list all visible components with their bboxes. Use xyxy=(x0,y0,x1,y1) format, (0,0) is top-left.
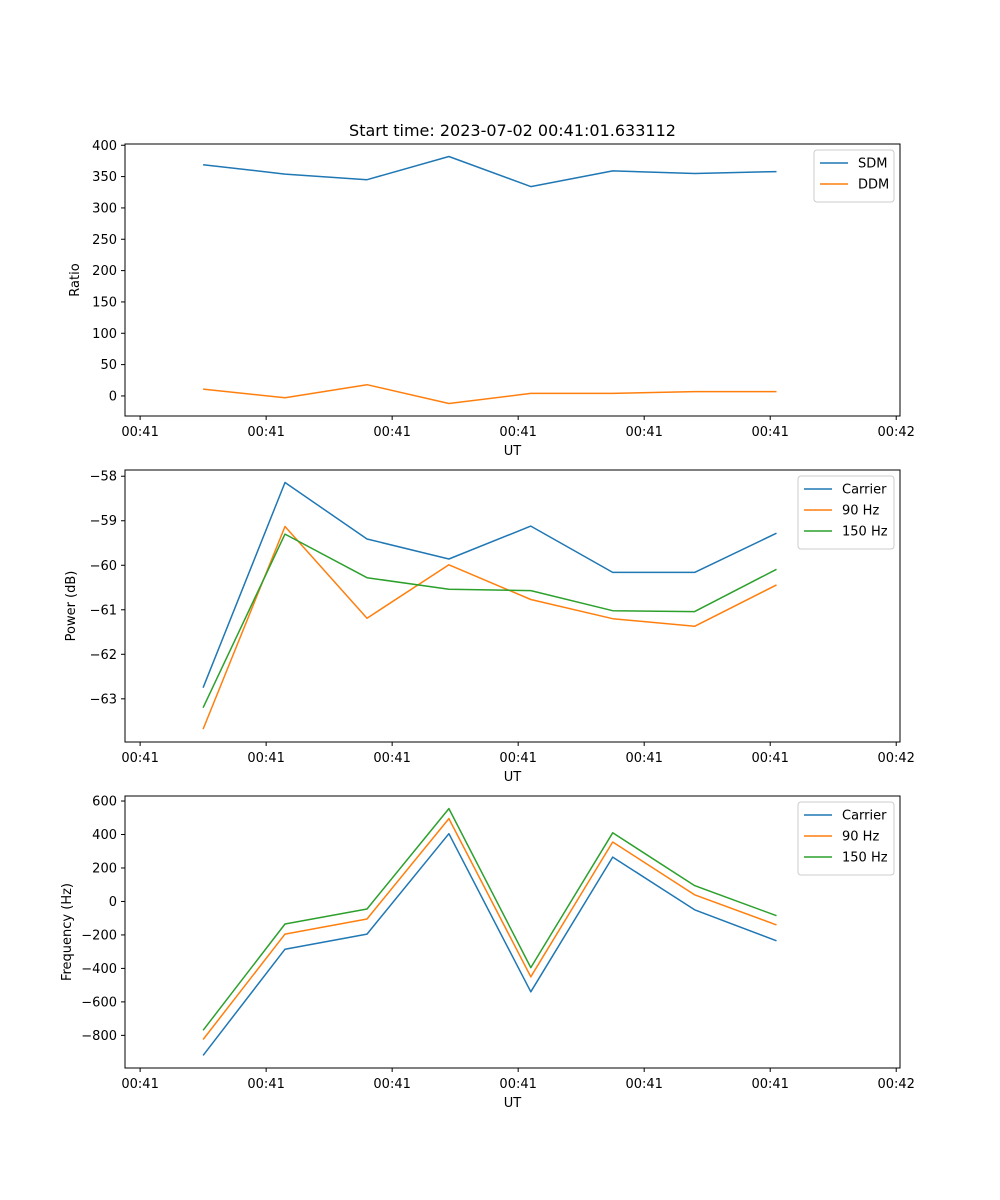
legend-entry: 150 Hz xyxy=(842,851,888,866)
x-tick-label: 00:41 xyxy=(499,425,536,440)
y-tick-label: 200 xyxy=(92,264,117,279)
x-tick-label: 00:41 xyxy=(751,425,788,440)
y-tick-label: 300 xyxy=(92,201,117,216)
y-tick-label: 50 xyxy=(100,358,117,373)
x-tick-label: 00:41 xyxy=(373,751,410,766)
series-line-carrier xyxy=(202,481,777,688)
legend-entry: 90 Hz xyxy=(842,830,879,845)
y-tick-label: −60 xyxy=(90,559,117,574)
y-tick-label: 400 xyxy=(92,139,117,154)
legend-entry: DDM xyxy=(858,178,889,193)
legend: Carrier 90 Hz 150 Hz xyxy=(797,475,895,550)
y-tick-label: −58 xyxy=(90,470,117,485)
series-line-90-hz xyxy=(202,817,777,1040)
x-tick-label: 00:41 xyxy=(499,751,536,766)
series-line-150-hz xyxy=(202,533,777,709)
x-tick-label: 00:41 xyxy=(121,1077,158,1092)
x-tick-label: 00:41 xyxy=(247,425,284,440)
y-tick-label: 150 xyxy=(92,295,117,310)
x-axis-label: UT xyxy=(504,1096,522,1111)
legend: Carrier 90 Hz 150 Hz xyxy=(797,801,895,876)
series-line-ddm xyxy=(203,383,777,405)
plot-frame xyxy=(124,469,901,743)
x-tick-label: 00:42 xyxy=(877,425,914,440)
y-axis-label: Frequency (Hz) xyxy=(60,883,75,981)
x-tick-label: 00:41 xyxy=(751,1077,788,1092)
y-tick-label: −61 xyxy=(90,603,117,618)
x-tick-label: 00:41 xyxy=(373,1077,410,1092)
chart-panel-2: 00:41 00:41 00:41 00:41 00:41 00:41 00:42 −63 −6… xyxy=(64,469,915,785)
x-tick-label: 00:41 xyxy=(499,1077,536,1092)
plot-frame xyxy=(124,795,901,1069)
y-tick-label: 250 xyxy=(92,233,117,248)
x-tick-label: 00:41 xyxy=(121,425,158,440)
x-tick-label: 00:41 xyxy=(373,425,410,440)
y-axis-label: Power (dB) xyxy=(64,571,79,642)
plot-frame xyxy=(124,143,901,417)
y-tick-label: −400 xyxy=(81,962,117,977)
x-tick-label: 00:41 xyxy=(247,1077,284,1092)
x-tick-label: 00:41 xyxy=(625,1077,662,1092)
y-tick-label: −63 xyxy=(90,692,117,707)
chart-title: Start time: 2023-07-02 00:41:01.633112 xyxy=(349,121,676,140)
x-tick-label: 00:42 xyxy=(877,1077,914,1092)
legend-entry: Carrier xyxy=(842,483,887,498)
series-line-150-hz xyxy=(202,807,777,1031)
legend-entry: SDM xyxy=(858,157,887,172)
y-axis-label: Ratio xyxy=(68,263,83,296)
chart-panel-1: 00:41 00:41 00:41 00:41 00:41 00:41 00:42 0 50 10… xyxy=(68,121,915,459)
legend: SDM DDM xyxy=(813,149,895,203)
y-tick-label: 100 xyxy=(92,327,117,342)
y-tick-label: −200 xyxy=(81,928,117,943)
chart-panel-3: 00:41 00:41 00:41 00:41 00:41 00:41 00:42 −800 −… xyxy=(60,795,915,1111)
y-tick-label: 350 xyxy=(92,170,117,185)
y-tick-label: 200 xyxy=(92,861,117,876)
series-line-90-hz xyxy=(202,525,777,730)
x-tick-label: 00:42 xyxy=(877,751,914,766)
x-tick-label: 00:41 xyxy=(247,751,284,766)
y-tick-label: 600 xyxy=(92,795,117,810)
series-line-sdm xyxy=(203,155,777,188)
x-tick-label: 00:41 xyxy=(625,425,662,440)
y-tick-label: 0 xyxy=(109,389,117,404)
legend-entry: 90 Hz xyxy=(842,504,879,519)
x-tick-label: 00:41 xyxy=(751,751,788,766)
series-line-carrier xyxy=(202,832,777,1056)
y-tick-label: −600 xyxy=(81,995,117,1010)
legend-entry: 150 Hz xyxy=(842,525,888,540)
y-tick-label: 400 xyxy=(92,828,117,843)
x-tick-label: 00:41 xyxy=(121,751,158,766)
legend-entry: Carrier xyxy=(842,809,887,824)
y-tick-label: −59 xyxy=(90,514,117,529)
x-axis-label: UT xyxy=(504,444,522,459)
x-axis-label: UT xyxy=(504,770,522,785)
y-tick-label: 0 xyxy=(109,895,117,910)
y-tick-label: −62 xyxy=(90,648,117,663)
x-tick-label: 00:41 xyxy=(625,751,662,766)
y-tick-label: −800 xyxy=(81,1029,117,1044)
